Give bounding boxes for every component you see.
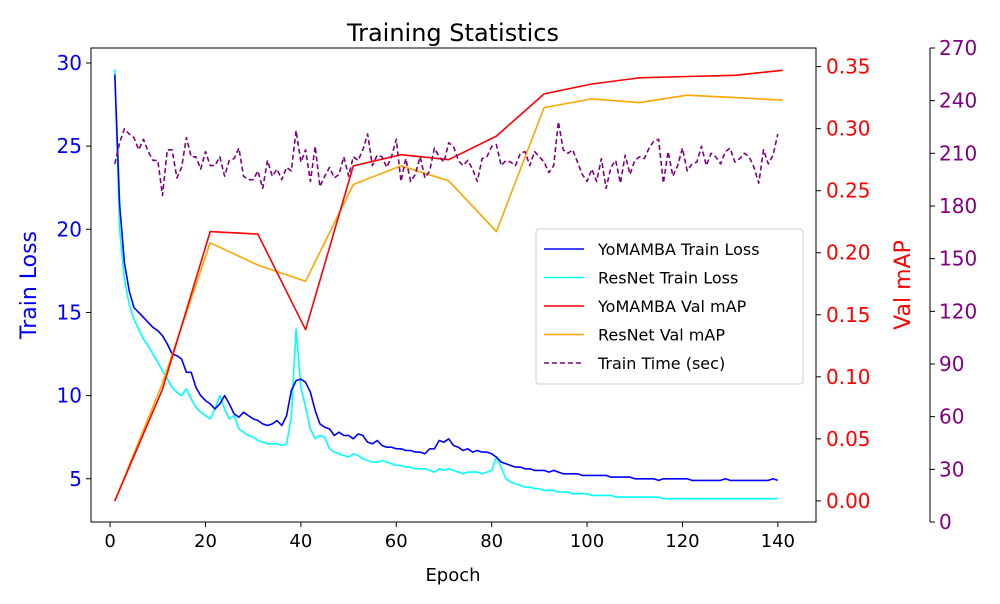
plot-layer	[114, 69, 783, 502]
loss-tick-label: 25	[57, 134, 82, 158]
x-tick-label: 120	[665, 531, 699, 552]
x-tick-label: 0	[104, 531, 115, 552]
x-tick-label: 80	[480, 531, 503, 552]
time-tick-label: 120	[939, 299, 977, 323]
loss-tick-label: 10	[57, 384, 82, 408]
y-axis-label-left: Train Loss	[17, 231, 42, 340]
map-tick-label: 0.20	[826, 241, 871, 265]
x-axis-label: Epoch	[425, 565, 480, 586]
time-tick-label: 90	[939, 352, 964, 376]
time-tick-label: 240	[939, 89, 977, 113]
loss-tick-label: 20	[57, 217, 82, 241]
legend-label: ResNet Train Loss	[598, 269, 738, 288]
legend-label: ResNet Val mAP	[598, 326, 725, 345]
x-tick-label: 140	[761, 531, 795, 552]
time-tick-label: 30	[939, 457, 964, 481]
legend-label: YoMAMBA Train Loss	[597, 240, 760, 259]
loss-tick-label: 15	[57, 300, 82, 324]
y-axis-label-right: Val mAP	[891, 240, 916, 330]
legend: YoMAMBA Train Loss ResNet Train Loss YoMAM…	[535, 228, 804, 385]
x-tick-label: 100	[570, 531, 604, 552]
time-tick-label: 270	[939, 36, 977, 60]
time-tick-label: 210	[939, 141, 977, 165]
x-tick-label: 40	[289, 531, 312, 552]
chart-title: Training Statistics	[346, 19, 559, 47]
x-tick-label: 60	[385, 531, 408, 552]
map-tick-label: 0.10	[826, 365, 871, 389]
plot-frame	[90, 47, 817, 523]
time-tick-label: 180	[939, 194, 977, 218]
series-line-1	[114, 69, 778, 500]
series-line-2	[114, 69, 783, 502]
legend-label: YoMAMBA Val mAP	[597, 297, 747, 316]
series-line-3	[114, 94, 783, 502]
legend-label: Train Time (sec)	[597, 354, 725, 373]
x-tick-label: 20	[194, 531, 217, 552]
loss-tick-label: 5	[69, 467, 82, 491]
series-line-0	[114, 74, 779, 482]
map-tick-label: 0.05	[826, 427, 871, 451]
axes-layer: 0 20 40 60 80 100 120 140 5 10 15 20 25 30 0.00 0.05 0.1…	[57, 36, 978, 552]
map-tick-label: 0.15	[826, 303, 871, 327]
time-tick-label: 0	[939, 510, 952, 534]
map-tick-label: 0.25	[826, 179, 871, 203]
map-tick-label: 0.00	[826, 489, 871, 513]
series-line-4	[114, 120, 779, 197]
legend-box	[535, 228, 804, 385]
map-tick-label: 0.35	[826, 55, 871, 79]
map-tick-label: 0.30	[826, 117, 871, 141]
time-tick-label: 150	[939, 247, 977, 271]
time-tick-label: 60	[939, 405, 964, 429]
loss-tick-label: 30	[57, 51, 82, 75]
